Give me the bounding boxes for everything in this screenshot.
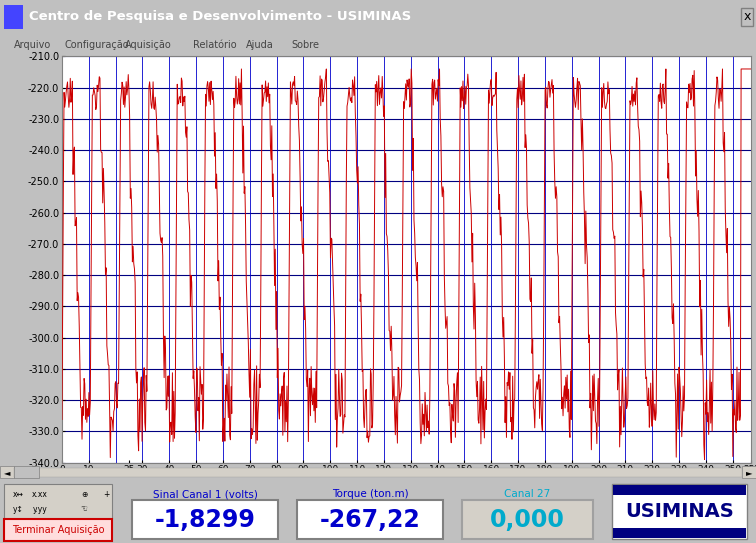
Text: 0,000: 0,000 bbox=[490, 508, 565, 532]
Text: ☜: ☜ bbox=[81, 505, 88, 514]
Text: Aquisição: Aquisição bbox=[125, 40, 172, 50]
Bar bbox=[613, 528, 746, 538]
Text: USIMINAS: USIMINAS bbox=[625, 502, 734, 521]
FancyBboxPatch shape bbox=[297, 500, 443, 539]
Text: Canal 27: Canal 27 bbox=[504, 489, 550, 500]
Bar bbox=[742, 466, 756, 478]
Text: ⊕: ⊕ bbox=[81, 490, 87, 498]
FancyBboxPatch shape bbox=[462, 500, 593, 539]
Text: y.yy: y.yy bbox=[33, 505, 48, 514]
FancyBboxPatch shape bbox=[4, 519, 112, 541]
Text: Sinal Canal 1 (volts): Sinal Canal 1 (volts) bbox=[153, 489, 258, 500]
Text: Arquivo: Arquivo bbox=[14, 40, 51, 50]
Text: +: + bbox=[103, 490, 109, 498]
Text: ►: ► bbox=[745, 468, 752, 477]
Bar bbox=[0, 466, 14, 478]
Text: Torque (ton.m): Torque (ton.m) bbox=[332, 489, 408, 500]
Text: x↔: x↔ bbox=[13, 490, 23, 498]
Text: Relatório: Relatório bbox=[193, 40, 237, 50]
Bar bbox=[612, 484, 747, 539]
Bar bbox=[613, 485, 746, 495]
Bar bbox=[4, 484, 112, 519]
Bar bbox=[4, 5, 23, 29]
Text: -267,22: -267,22 bbox=[320, 508, 420, 532]
Text: Sobre: Sobre bbox=[291, 40, 319, 50]
Text: y↕: y↕ bbox=[13, 505, 23, 514]
Text: Centro de Pesquisa e Desenvolvimento - USIMINAS: Centro de Pesquisa e Desenvolvimento - U… bbox=[29, 10, 411, 23]
Text: Terminar Aquisição: Terminar Aquisição bbox=[12, 525, 104, 535]
FancyBboxPatch shape bbox=[132, 500, 278, 539]
Bar bbox=[14, 466, 39, 478]
Text: Configuração: Configuração bbox=[64, 40, 129, 50]
Text: x: x bbox=[743, 10, 751, 23]
Text: ◄: ◄ bbox=[4, 468, 11, 477]
Text: Ajuda: Ajuda bbox=[246, 40, 274, 50]
Bar bbox=[14, 468, 742, 477]
Text: -1,8299: -1,8299 bbox=[154, 508, 256, 532]
Text: x.xx: x.xx bbox=[32, 490, 48, 498]
